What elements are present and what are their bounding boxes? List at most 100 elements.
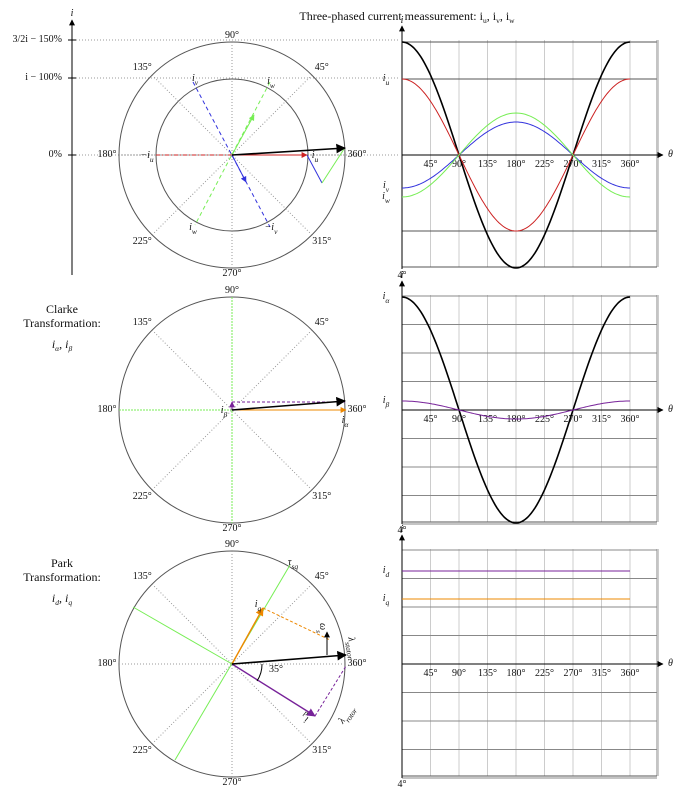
- circle-angle-label: 180°: [98, 404, 117, 415]
- plot-tick-label: 90°: [452, 414, 466, 425]
- vector-label: iα: [342, 415, 350, 429]
- plot-tick-label: 45°: [424, 414, 438, 425]
- vector-label: λrotor: [336, 704, 359, 729]
- circle-angle-label: 225°: [133, 236, 152, 247]
- vector-label: iβ: [221, 405, 228, 419]
- vector: [231, 154, 247, 183]
- vector-label: iv: [192, 73, 199, 87]
- circle-angle-label: 45°: [315, 62, 329, 73]
- vector-label: −iu: [140, 150, 154, 164]
- vector-label: −iv: [265, 222, 279, 236]
- dashed-vector: [192, 81, 271, 228]
- circle-angle-label: 135°: [133, 62, 152, 73]
- vector-label: iq: [255, 599, 262, 613]
- vector: [231, 663, 316, 717]
- plot-tick-label: 360°: [621, 159, 640, 170]
- plot-bottom-label: 4°: [398, 525, 407, 536]
- circle-angle-label: 225°: [133, 491, 152, 502]
- curve: [401, 296, 631, 524]
- plot-tick-label: 90°: [452, 159, 466, 170]
- circle-angle-label: 360°: [348, 658, 367, 669]
- component: [321, 148, 345, 184]
- curve-label: iu: [383, 73, 390, 87]
- curve: [401, 112, 631, 198]
- circle-angle-label: 315°: [312, 491, 331, 502]
- curve-label: iβ: [383, 395, 390, 409]
- plot-tick-label: 180°: [507, 414, 526, 425]
- circle-angle-label: 180°: [98, 149, 117, 160]
- vector-label: ωs: [314, 623, 328, 633]
- angle-label: 35°: [269, 664, 283, 675]
- circle-angle-label: 45°: [315, 571, 329, 582]
- plot-x-label: θ: [668, 149, 673, 160]
- circle-angle-label: 90°: [225, 539, 239, 550]
- vector: [231, 650, 347, 665]
- plot-tick-label: 45°: [424, 668, 438, 679]
- circle-angle-label: 270°: [223, 523, 242, 534]
- plot-bottom-label: 4°: [398, 270, 407, 281]
- vector-label: λstator: [342, 635, 360, 660]
- circle-angle-label: 360°: [348, 404, 367, 415]
- plot-tick-label: 135°: [478, 414, 497, 425]
- vector: [231, 396, 346, 411]
- plot-tick-label: 270°: [564, 668, 583, 679]
- left-tick-label: 3/2i − 150%: [12, 34, 62, 45]
- plot-tick-label: 135°: [478, 668, 497, 679]
- vector-label: id: [299, 709, 312, 724]
- plot-tick-label: 360°: [621, 414, 640, 425]
- left-tick-label: i − 100%: [25, 72, 62, 83]
- circle-angle-label: 315°: [312, 745, 331, 756]
- circle-angle-label: 225°: [133, 745, 152, 756]
- plot-tick-label: 315°: [592, 414, 611, 425]
- component: [306, 154, 323, 184]
- curve: [401, 78, 631, 232]
- plot-x-label: θ: [668, 658, 673, 669]
- curve: [401, 41, 631, 269]
- plot-tick-label: 270°: [564, 159, 583, 170]
- vector-label: iu: [312, 150, 319, 164]
- curve-label: id: [383, 565, 390, 579]
- plot-tick-label: 225°: [535, 414, 554, 425]
- circle-angle-label: 180°: [98, 658, 117, 669]
- plot-bottom-label: 4°: [398, 779, 407, 790]
- plot-tick-label: 180°: [507, 159, 526, 170]
- vector: [231, 143, 346, 156]
- left-axis-label: i: [71, 8, 74, 19]
- circle-angle-label: 360°: [348, 149, 367, 160]
- plot-y-label: i: [401, 524, 404, 535]
- circle-angle-label: 45°: [315, 317, 329, 328]
- circle-angle-label: 270°: [223, 268, 242, 279]
- vector: [231, 607, 264, 665]
- circle-angle-label: 315°: [312, 236, 331, 247]
- circle-angle-label: 135°: [133, 317, 152, 328]
- curve: [402, 121, 630, 189]
- plot-y-label: i: [401, 270, 404, 281]
- panel-heading: Clarke Transformation:: [23, 302, 101, 330]
- circle-angle-label: 135°: [133, 571, 152, 582]
- vector-label: iw: [267, 76, 275, 90]
- panel-subheading: iα, iβ: [52, 337, 73, 353]
- plot-tick-label: 45°: [424, 159, 438, 170]
- plot-tick-label: 315°: [592, 159, 611, 170]
- dashed-vector: [262, 607, 331, 641]
- plot-tick-label: 90°: [452, 668, 466, 679]
- plot-tick-label: 180°: [507, 668, 526, 679]
- angle-arc: [256, 663, 263, 682]
- curve-label: iw: [382, 191, 390, 205]
- circle-angle-label: 90°: [225, 30, 239, 41]
- circle-angle-label: 90°: [225, 285, 239, 296]
- plot-tick-label: 225°: [535, 668, 554, 679]
- curve: [402, 400, 630, 420]
- curve-label: iv: [383, 180, 390, 194]
- circle-angle-label: 270°: [223, 777, 242, 788]
- d-axis: [132, 606, 233, 665]
- panel-heading: Park Transformation:: [23, 556, 101, 584]
- curve-label: iq: [383, 593, 390, 607]
- plot-x-label: θ: [668, 404, 673, 415]
- title: Three-phased current meassurement: iu, i…: [299, 9, 515, 25]
- plot-tick-label: 135°: [478, 159, 497, 170]
- plot-tick-label: 360°: [621, 668, 640, 679]
- vector-label: iw: [189, 222, 197, 236]
- plot-y-label: i: [401, 15, 404, 26]
